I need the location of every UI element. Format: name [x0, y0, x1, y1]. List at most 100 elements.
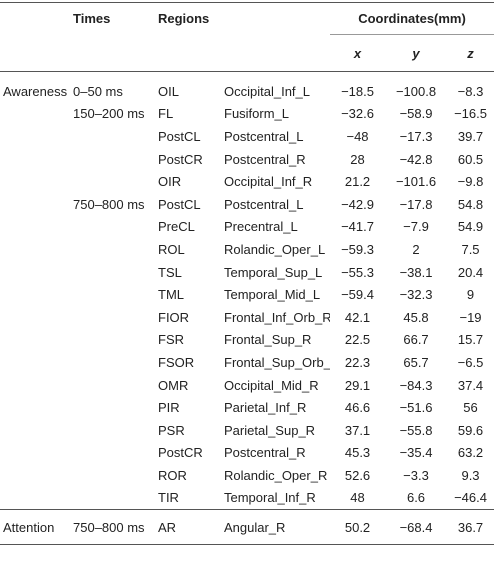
table-row: PIR Parietal_Inf_R 46.6 −51.6 56 — [0, 396, 494, 419]
table-cell: PreCL — [158, 219, 195, 235]
table-cell: FIOR — [158, 309, 190, 325]
table-cell: TSL — [158, 264, 182, 280]
table-cell: OMR — [158, 377, 189, 393]
table-cell — [0, 148, 73, 171]
table-cell: ROR — [158, 467, 187, 483]
table-cell — [0, 442, 73, 465]
table-cell: 21.2 — [344, 174, 371, 190]
table-cell: −18.5 — [341, 83, 374, 99]
table-cell: Temporal_Inf_R — [224, 490, 316, 506]
table-cell: 750–800 ms — [73, 196, 145, 212]
table-cell: Occipital_Inf_R — [224, 174, 313, 190]
table-row: PSR Parietal_Sup_R 37.1 −55.8 59.6 — [0, 419, 494, 442]
table-cell: −3.3 — [403, 467, 429, 483]
table-row: ROL Rolandic_Oper_L −59.3 2 7.5 — [0, 238, 494, 261]
table-cell: Fusiform_L — [224, 106, 290, 122]
table-cell — [0, 464, 73, 487]
header-cell: z — [447, 34, 494, 72]
table-cell — [73, 170, 158, 193]
table-cell: PostCL — [158, 196, 201, 212]
table-cell: Temporal_Mid_L — [224, 287, 321, 303]
table-cell: −55.8 — [399, 422, 433, 438]
table-cell — [0, 170, 73, 193]
table-cell — [73, 419, 158, 442]
table-cell: −59.3 — [341, 241, 374, 257]
table-cell: −42.9 — [341, 196, 374, 212]
table-cell: 22.5 — [344, 332, 371, 348]
table-row: ROR Rolandic_Oper_R 52.6 −3.3 9.3 — [0, 464, 494, 487]
table-cell — [0, 125, 73, 148]
table-cell: 50.2 — [330, 509, 386, 546]
table-body: Awareness 0–50 ms OIL Occipital_Inf_L −18.5 −… — [0, 72, 494, 546]
table-cell: 46.6 — [344, 400, 371, 416]
table-cell: PostCR — [158, 445, 203, 461]
table-cell: ROL — [158, 241, 185, 257]
table-cell: 54.9 — [457, 219, 484, 235]
table-cell: −38.1 — [399, 264, 433, 280]
table-cell — [73, 351, 158, 374]
table-cell: −68.4 — [385, 509, 448, 546]
table-cell: Rolandic_Oper_R — [224, 467, 328, 483]
table-cell: 28 — [350, 151, 365, 167]
table-cell: Attention — [0, 509, 73, 546]
table-cell: −41.7 — [341, 219, 374, 235]
table-cell: 39.7 — [457, 128, 484, 144]
table-cell: 750–800 ms — [73, 509, 158, 546]
table-cell: −9.8 — [457, 174, 484, 190]
table-row: FIOR Frontal_Inf_Orb_R 42.1 45.8 −19 — [0, 306, 494, 329]
table-cell: Postcentral_R — [224, 445, 306, 461]
table-cell: 9.3 — [461, 467, 480, 483]
table-cell — [73, 283, 158, 306]
table-cell — [0, 396, 73, 419]
table-cell: Postcentral_L — [224, 196, 304, 212]
table-cell — [0, 351, 73, 374]
table-cell: −46.4 — [454, 490, 487, 506]
table-cell: 7.5 — [461, 241, 480, 257]
table-cell: 54.8 — [457, 196, 484, 212]
table-cell: Occipital_Inf_L — [224, 83, 310, 99]
table-cell: 22.3 — [344, 354, 371, 370]
table-cell: −84.3 — [399, 377, 433, 393]
table-row: OIR Occipital_Inf_R 21.2 −101.6 −9.8 — [0, 170, 494, 193]
table-cell — [0, 419, 73, 442]
table-cell — [73, 396, 158, 419]
table-cell — [73, 306, 158, 329]
table-cell: 45.8 — [403, 309, 429, 325]
table-cell: 15.7 — [457, 332, 484, 348]
table-cell: FL — [158, 106, 174, 122]
table-cell — [73, 374, 158, 397]
table-cell: Frontal_Sup_R — [224, 332, 312, 348]
table-row: PostCR Postcentral_R 28 −42.8 60.5 — [0, 148, 494, 171]
table-cell: Temporal_Sup_L — [224, 264, 323, 280]
coordinates-table: Times Regions Coordinates(mm) x y z Awar… — [0, 2, 494, 546]
table-cell: 56 — [463, 400, 478, 416]
table-cell: −58.9 — [399, 106, 433, 122]
table-cell: Postcentral_R — [224, 151, 306, 167]
table-cell: Parietal_Inf_R — [224, 400, 307, 416]
header-cell — [0, 34, 331, 72]
table-cell: 42.1 — [344, 309, 371, 325]
header-cell: y — [385, 34, 448, 72]
table-cell — [0, 193, 73, 216]
table-row: Attention 750–800 ms AR Angular_R 50.2 −68.4 3… — [0, 509, 494, 546]
table-cell: Frontal_Sup_Orb_R — [224, 354, 331, 370]
table-cell: PostCL — [158, 128, 201, 144]
table-row: PostCL Postcentral_L −48 −17.3 39.7 — [0, 125, 494, 148]
table-cell — [0, 216, 73, 239]
header-cell: Coordinates(mm) — [330, 2, 494, 35]
header-cell: Regions — [158, 2, 331, 35]
table-cell: PostCR — [158, 151, 203, 167]
table-cell: FSR — [158, 332, 184, 348]
table-cell — [0, 374, 73, 397]
table-row: FSR Frontal_Sup_R 22.5 66.7 15.7 — [0, 329, 494, 352]
table-cell — [0, 103, 73, 126]
table-row: PostCR Postcentral_R 45.3 −35.4 63.2 — [0, 442, 494, 465]
table-cell: −8.3 — [457, 83, 484, 99]
table-cell: 59.6 — [457, 422, 484, 438]
table-cell — [73, 148, 158, 171]
table-cell — [73, 442, 158, 465]
table-cell: −101.6 — [395, 174, 437, 190]
table-cell: Frontal_Inf_Orb_R — [224, 309, 331, 325]
table-cell: 45.3 — [344, 445, 371, 461]
table-cell: AR — [158, 509, 224, 546]
